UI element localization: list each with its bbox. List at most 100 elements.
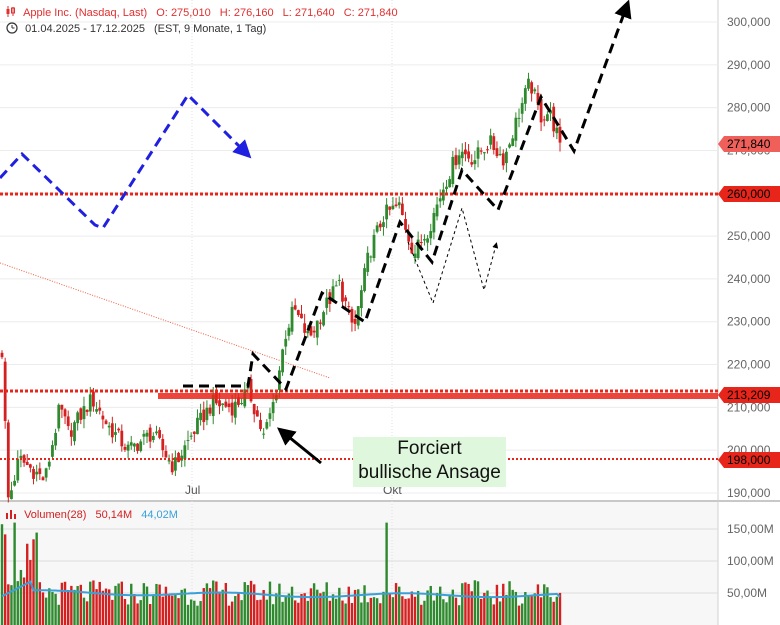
volume-bar (524, 591, 527, 625)
candle-body (501, 153, 505, 166)
volume-bar (505, 594, 508, 625)
volume-bar (70, 585, 73, 625)
volume-bar (221, 589, 224, 625)
candle-body (486, 149, 489, 151)
candle-body (145, 432, 149, 437)
volume-bar (306, 600, 309, 625)
candle-body (372, 234, 376, 259)
candle-body (227, 403, 231, 408)
candle-body (347, 306, 351, 308)
candle-body (211, 394, 215, 417)
high-value: 276,160 (233, 6, 274, 19)
volume-bar (429, 585, 432, 625)
svg-text:271,840: 271,840 (727, 137, 771, 151)
volume-bar (555, 596, 559, 625)
candle-body (331, 286, 335, 300)
candle-body (382, 222, 385, 228)
candle-body (13, 480, 17, 486)
candle-body (262, 433, 266, 435)
candle-body (101, 415, 105, 420)
volume-bar (171, 595, 174, 625)
candle-body (148, 427, 152, 442)
volume-bar (476, 581, 480, 625)
volume-bar (347, 586, 350, 625)
volume-bar (464, 582, 467, 625)
volume-bar (51, 591, 54, 625)
candle-body (385, 204, 389, 220)
instrument-name: Apple Inc. (Nasdaq, Last) (23, 6, 148, 19)
volume-bar (470, 591, 473, 625)
candle-body (530, 82, 534, 94)
volume-bar (35, 532, 38, 625)
volume-bar (461, 583, 464, 625)
volume-label: Volumen(28) (24, 509, 87, 522)
volume-bar (546, 587, 549, 625)
volume-axis: 50,00M 100,00M 150,00M (727, 522, 774, 600)
volume-bar (549, 597, 552, 625)
volume-bar (111, 599, 114, 625)
candle-body (63, 409, 67, 417)
volume-bar (259, 599, 262, 625)
candle-body (454, 155, 458, 166)
volume-bar (208, 588, 212, 625)
candle-body (25, 461, 29, 466)
volume-bar (278, 583, 281, 625)
candle-body (230, 402, 234, 416)
candle-body (151, 435, 155, 440)
volume-bar (224, 583, 228, 625)
volume-bar (552, 601, 555, 625)
volume-bar (98, 581, 101, 625)
volume-bar (492, 604, 495, 625)
candle-body (136, 443, 139, 451)
volume-bar (180, 589, 183, 625)
candle-body (32, 468, 35, 479)
svg-text:260,000: 260,000 (727, 187, 771, 201)
volume-bar (139, 600, 142, 625)
volume-bar (520, 603, 524, 625)
candle-body (110, 423, 114, 438)
volume-bar (161, 596, 164, 625)
candle-body (173, 457, 177, 471)
volume-bar (73, 589, 76, 625)
candle-body (129, 442, 133, 446)
volume-bar (101, 590, 105, 625)
level-band-213 (158, 393, 718, 399)
volume-bar (382, 591, 385, 625)
volume-bar (401, 596, 404, 625)
volume-bar (517, 605, 521, 625)
candle-body (479, 150, 483, 152)
volume-bar (543, 584, 546, 625)
volume-bar (158, 584, 161, 625)
clock-icon (6, 22, 18, 37)
volume-bar (189, 599, 193, 625)
volume-bar (445, 602, 448, 625)
candle-body (208, 407, 212, 414)
volume-bar (281, 601, 284, 625)
volume-bar (3, 534, 7, 625)
price-axis: 190,000200,000210,000220,000230,000240,0… (727, 15, 771, 500)
volume-tick-label: 100,00M (727, 554, 774, 568)
volume-bar (10, 585, 13, 625)
candle-body (508, 144, 511, 148)
candle-body (114, 432, 117, 435)
volume-bar (511, 589, 514, 625)
candle-body (10, 490, 13, 500)
volume-bar (448, 595, 451, 625)
volume-bar (454, 597, 458, 625)
candle-body (438, 198, 442, 202)
y-tick-label: 230,000 (727, 315, 771, 329)
volume-bar (479, 598, 483, 625)
candle-body (76, 412, 80, 424)
volume-bar (398, 586, 401, 625)
volume-bar (133, 594, 136, 625)
chart-type-icon (6, 6, 16, 20)
candle-body (281, 349, 284, 373)
candle-body (419, 242, 423, 244)
volume-bar (54, 593, 57, 625)
volume-bar (375, 598, 379, 625)
candle-body (155, 431, 158, 434)
candle-body (183, 445, 187, 459)
candle-body (85, 409, 89, 412)
candle-body (366, 252, 370, 272)
